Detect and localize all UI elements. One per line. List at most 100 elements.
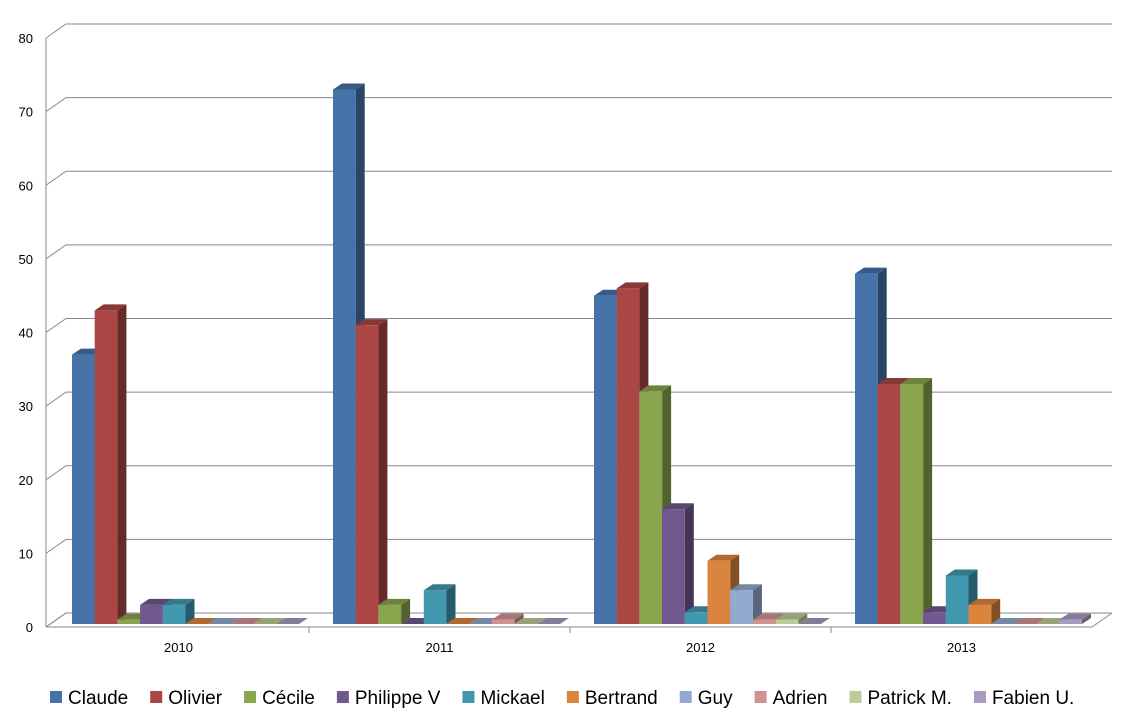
bar [730, 584, 762, 624]
y-tick-label: 40 [19, 326, 33, 341]
legend-label: Patrick M. [868, 688, 952, 709]
bar-front [117, 619, 141, 624]
x-tick-label: 2013 [947, 640, 976, 655]
legend-label: Philippe V [355, 688, 441, 709]
legend-swatch [336, 691, 349, 703]
bar-top [616, 282, 649, 289]
bar-top [537, 618, 569, 624]
bar-front [639, 391, 663, 624]
bar-front [94, 310, 118, 624]
bar-top [900, 378, 933, 385]
legend-swatch [150, 691, 163, 703]
bar [423, 584, 456, 624]
bar-front [730, 590, 753, 624]
bar-top [639, 385, 672, 392]
bar-top [378, 598, 411, 605]
grid-line [45, 391, 1112, 407]
bar-front [968, 604, 992, 624]
bar-top [1059, 613, 1091, 620]
bar-top [855, 267, 887, 274]
bar-top [446, 618, 479, 624]
bar [230, 618, 263, 624]
bar-side [1082, 613, 1091, 624]
bar [775, 613, 808, 624]
bar-top [945, 569, 978, 576]
legend-swatch [973, 691, 986, 703]
legend-label: Bertrand [585, 688, 658, 709]
bar-side [446, 584, 456, 624]
y-tick-label: 80 [19, 31, 33, 46]
bar-top [423, 584, 456, 591]
bar-top [253, 618, 286, 624]
bar-top [355, 319, 388, 326]
bar-top [276, 618, 308, 624]
y-tick-label: 70 [19, 105, 33, 120]
bar-front [491, 619, 515, 624]
legend-label: Claude [68, 688, 128, 709]
bar-side [798, 613, 808, 624]
bar [968, 598, 1001, 624]
legend-swatch [244, 691, 257, 703]
bar [900, 378, 933, 624]
bar-front [1059, 619, 1082, 624]
bar-front [616, 288, 640, 624]
bar-top [707, 554, 740, 561]
legend-swatch [679, 691, 692, 703]
grid-line [45, 23, 1112, 39]
bar-top [730, 584, 762, 591]
y-tick-label: 20 [19, 473, 33, 488]
bar-top [968, 598, 1001, 605]
bar [991, 618, 1023, 624]
bar [491, 613, 524, 624]
bar-top [991, 618, 1023, 624]
bar-side [684, 503, 694, 624]
bar [1059, 613, 1091, 624]
bar-top [162, 598, 195, 605]
grid-line [45, 97, 1112, 113]
legend-swatch [462, 691, 475, 703]
bar-front [877, 384, 901, 624]
x-tick-label: 2010 [164, 640, 193, 655]
legend-label: Cécile [262, 688, 315, 709]
bar-front [662, 509, 685, 624]
bar-side [185, 598, 195, 624]
grid-line [45, 612, 1112, 628]
grid-line [45, 318, 1112, 333]
bar-front [752, 619, 776, 624]
bar-front [72, 354, 95, 624]
bar-front [923, 612, 946, 624]
bar-front [355, 325, 379, 624]
y-tick-label: 60 [19, 178, 33, 193]
x-tick-label: 2012 [686, 640, 715, 655]
bar-front [162, 604, 186, 624]
legend-label: Adrien [773, 688, 828, 709]
legend-swatch [754, 691, 767, 703]
bar-top [140, 598, 172, 605]
bar-top [775, 613, 808, 620]
bar-top [208, 618, 240, 624]
legend-swatch [849, 691, 862, 703]
grid-line [45, 170, 1112, 186]
bar-top [230, 618, 263, 624]
bar [276, 618, 308, 624]
bar-top [333, 83, 365, 90]
bar-side [991, 598, 1001, 624]
bar-top [1013, 618, 1046, 624]
bar-side [514, 613, 524, 624]
bar-side [923, 378, 933, 624]
bar [662, 503, 694, 624]
floor-edge [1091, 612, 1113, 628]
bar [208, 618, 240, 624]
bar-front [945, 575, 969, 624]
bar [798, 618, 830, 624]
legend-label: Guy [698, 688, 733, 709]
bar [1013, 618, 1046, 624]
bar [185, 618, 218, 624]
bar [378, 598, 411, 624]
bar-front [594, 295, 617, 624]
y-tick-label: 30 [19, 399, 33, 414]
bar-top [877, 378, 910, 385]
bar-side [752, 584, 762, 624]
legend-label: Mickael [480, 688, 544, 709]
